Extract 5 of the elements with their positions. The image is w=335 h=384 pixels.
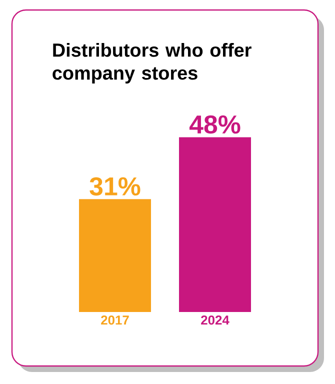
data-label: 48% (189, 115, 240, 134)
x-tick-label: 2024 (201, 316, 230, 325)
data-label: 31% (90, 177, 140, 196)
x-tick-label: 2017 (101, 316, 129, 325)
chart-title: Distributors who offer company stores (52, 42, 252, 84)
